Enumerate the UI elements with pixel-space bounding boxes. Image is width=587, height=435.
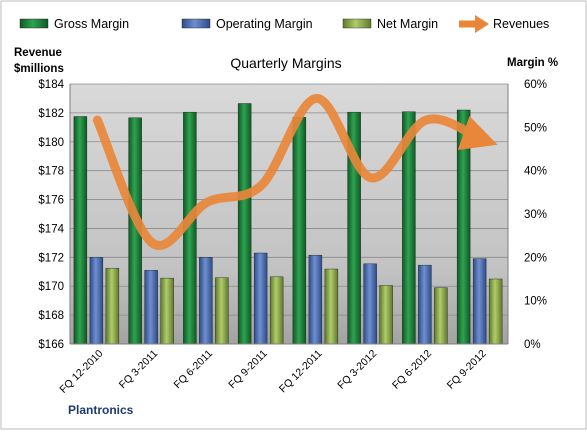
bar-net-margin [379, 285, 393, 345]
legend-label-net-margin: Net Margin [377, 17, 438, 31]
bar-net-margin [488, 278, 503, 345]
bar-net-margin [269, 276, 284, 345]
bar-gross-margin [73, 116, 88, 345]
left-tick-label: $176 [38, 195, 64, 207]
right-tick-label: 60% [524, 79, 547, 91]
left-tick-label: $174 [38, 223, 64, 235]
right-tick-label: 50% [524, 122, 547, 134]
legend-swatch-operating-margin [181, 18, 211, 29]
right-tick-label: 10% [524, 296, 547, 308]
right-tick-label: 0% [524, 339, 541, 351]
legend-label-gross-margin: Gross Margin [54, 17, 129, 31]
left-tick-label: $168 [38, 310, 64, 322]
legend-label-revenues: Revenues [493, 17, 549, 31]
legend-swatch-net-margin [342, 18, 372, 29]
revenue-line [92, 93, 498, 250]
legend: Gross Margin Operating Margin Net Margin Re… [19, 15, 549, 33]
right-axis-title: Margin % [507, 57, 558, 69]
bar-operating-margin [199, 257, 213, 345]
left-axis-title-line2: $millions [14, 63, 64, 75]
bar-net-margin [160, 277, 174, 345]
left-tick-label: $184 [38, 79, 64, 91]
bar-operating-margin [308, 254, 323, 345]
bar-operating-margin [144, 270, 158, 345]
bar-gross-margin [456, 109, 471, 345]
left-tick-label: $178 [38, 166, 64, 178]
bar-operating-margin [418, 264, 432, 345]
bar-operating-margin [472, 258, 487, 345]
left-tick-label: $182 [38, 108, 64, 120]
right-tick-label: 20% [524, 252, 547, 264]
company-label: Plantronics [68, 403, 134, 417]
bar-net-margin [434, 287, 448, 345]
bar-net-margin [105, 267, 120, 345]
legend-label-operating-margin: Operating Margin [216, 17, 313, 31]
right-tick-label: 40% [524, 166, 547, 178]
bar-operating-margin [253, 252, 268, 345]
left-axis-title-line1: Revenue [14, 47, 62, 59]
legend-arrow-icon [475, 15, 489, 33]
left-tick-label: $180 [38, 137, 64, 149]
bar-net-margin [215, 277, 229, 345]
bar-gross-margin [292, 117, 307, 345]
left-axis-title: Revenue $millions [14, 47, 65, 75]
bar-gross-margin [237, 103, 252, 345]
right-tick-label: 30% [524, 209, 547, 221]
left-tick-label: $170 [38, 281, 64, 293]
right-axis: 0% 10% 20% 30% 40% 50% 60% [507, 79, 547, 351]
bar-operating-margin [363, 263, 377, 345]
chart-title: Quarterly Margins [230, 55, 341, 71]
bar-operating-margin [89, 257, 104, 345]
revenue-line-path [92, 93, 498, 250]
left-tick-label: $166 [38, 339, 64, 351]
legend-swatch-gross-margin [19, 18, 49, 29]
left-tick-label: $172 [38, 252, 64, 264]
left-axis: $166 $168 $170 $172 $174 $176 $178 $180 $182 $184 [38, 79, 71, 351]
bar-net-margin [324, 268, 339, 345]
